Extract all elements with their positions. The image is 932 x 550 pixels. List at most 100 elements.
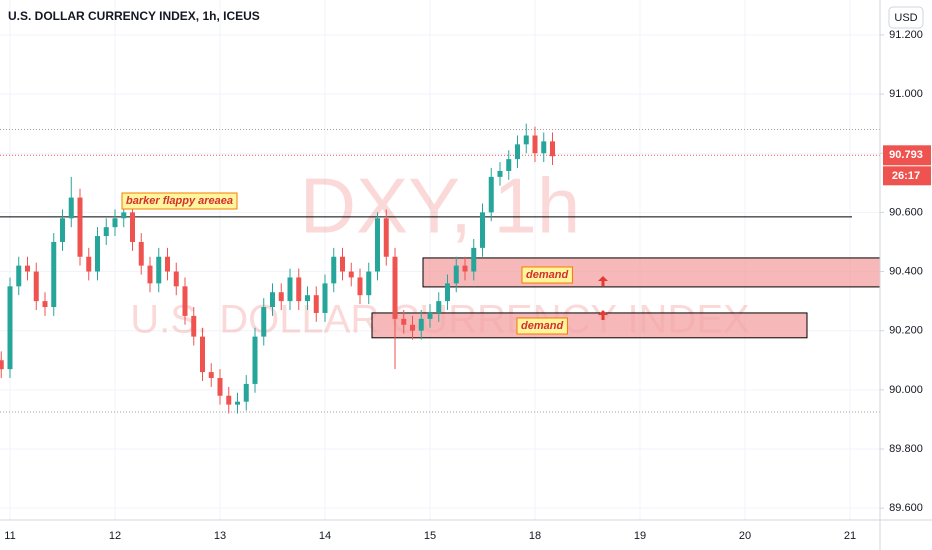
arrow <box>598 310 608 320</box>
levels <box>0 129 880 413</box>
candles <box>0 123 555 414</box>
candle-body <box>515 144 520 160</box>
candle-body <box>112 218 118 228</box>
candle-body <box>331 256 337 284</box>
candle-body <box>68 197 74 219</box>
x-tick-label: 19 <box>634 530 646 542</box>
candle-body <box>138 241 144 266</box>
candle-body <box>173 271 179 287</box>
candle-body <box>86 256 92 272</box>
label-box <box>516 317 568 335</box>
demand-zone <box>371 312 808 339</box>
candle-body <box>541 141 547 154</box>
countdown-label: 26:17 <box>892 170 920 182</box>
candle-body <box>322 283 328 313</box>
currency-label[interactable]: USD <box>894 12 917 24</box>
x-tick-label: 21 <box>844 530 856 542</box>
candle-body <box>25 265 30 272</box>
candle-body <box>532 135 538 154</box>
candle-body <box>506 159 512 171</box>
candle-body <box>95 236 100 272</box>
candle-body <box>366 271 372 296</box>
candle-body <box>296 277 302 302</box>
candle-body <box>305 295 310 302</box>
demand-zone <box>422 257 881 288</box>
candle-body <box>348 271 354 278</box>
candle-body <box>471 247 477 272</box>
y-tick-label: 90.400 <box>889 265 923 277</box>
candle-body <box>217 378 223 396</box>
candle-body <box>77 197 83 257</box>
candle-body <box>418 318 424 331</box>
candle-body <box>51 241 57 308</box>
candle-body <box>427 312 433 319</box>
candle-body <box>401 318 407 325</box>
candle-body <box>147 265 153 284</box>
candle-body <box>278 292 284 302</box>
candle-body <box>191 315 197 337</box>
label-text: barker flappy areaea <box>126 195 233 207</box>
last-price-tag <box>883 145 931 166</box>
y-tick-label: 90.200 <box>889 325 923 337</box>
annotations: barker flappy areaea demand demand <box>121 192 608 335</box>
arrow <box>598 276 608 286</box>
zones <box>371 257 881 339</box>
candle-body <box>156 256 162 284</box>
candle-body <box>550 141 555 157</box>
last-price-label: 90.793 <box>889 149 923 161</box>
candle-body <box>383 218 389 257</box>
label-text: demand <box>521 320 563 332</box>
candle-body <box>165 256 170 272</box>
y-tick-label: 91.200 <box>889 29 923 41</box>
candle-body <box>375 218 380 272</box>
x-tick-label: 13 <box>214 530 226 542</box>
x-tick-label: 15 <box>424 530 436 542</box>
watermark-symbol: DXY, 1h <box>300 162 580 250</box>
candle-body <box>340 256 345 272</box>
label-text: demand <box>526 269 568 281</box>
candle-body <box>42 301 48 308</box>
x-tick-label: 11 <box>4 530 15 542</box>
candle-body <box>261 307 267 337</box>
candle-body <box>357 277 363 296</box>
candle-body <box>445 283 450 302</box>
y-tick-label: 89.800 <box>889 443 923 455</box>
candle-body <box>453 265 459 284</box>
candle-body <box>7 286 13 370</box>
candle-body <box>462 265 468 272</box>
x-tick-label: 20 <box>739 530 751 542</box>
y-tick-label: 90.600 <box>889 206 923 218</box>
candle-body <box>60 218 65 242</box>
currency-button[interactable] <box>888 6 924 29</box>
candle-body <box>488 176 494 213</box>
candle-body <box>16 265 22 287</box>
candle-body <box>130 212 135 242</box>
y-tick-label: 90.000 <box>889 384 923 396</box>
candle-body <box>480 212 485 248</box>
candle-body <box>436 301 442 313</box>
candle-body <box>497 170 503 177</box>
y-tick-label: 91.000 <box>889 88 923 100</box>
candle-body <box>287 277 293 302</box>
candle-body <box>243 383 249 402</box>
candle-body <box>208 372 214 379</box>
x-tick-label: 18 <box>529 530 541 542</box>
candle-body <box>103 227 109 237</box>
candle-body <box>392 256 398 319</box>
chart-title: U.S. DOLLAR CURRENCY INDEX, 1h, ICEUS <box>8 9 260 23</box>
candle-body <box>0 360 4 370</box>
x-tick-label: 14 <box>319 530 331 542</box>
candle-body <box>33 271 39 302</box>
y-tick-label: 89.600 <box>889 502 923 514</box>
candle-body <box>182 286 188 316</box>
candle-body <box>252 336 258 384</box>
candle-body <box>270 292 275 308</box>
candle-body <box>410 324 415 331</box>
countdown-tag <box>883 166 931 186</box>
candle-body <box>121 212 127 219</box>
candle-body <box>235 401 240 405</box>
candle-body <box>313 295 319 313</box>
candle-body <box>523 135 529 145</box>
